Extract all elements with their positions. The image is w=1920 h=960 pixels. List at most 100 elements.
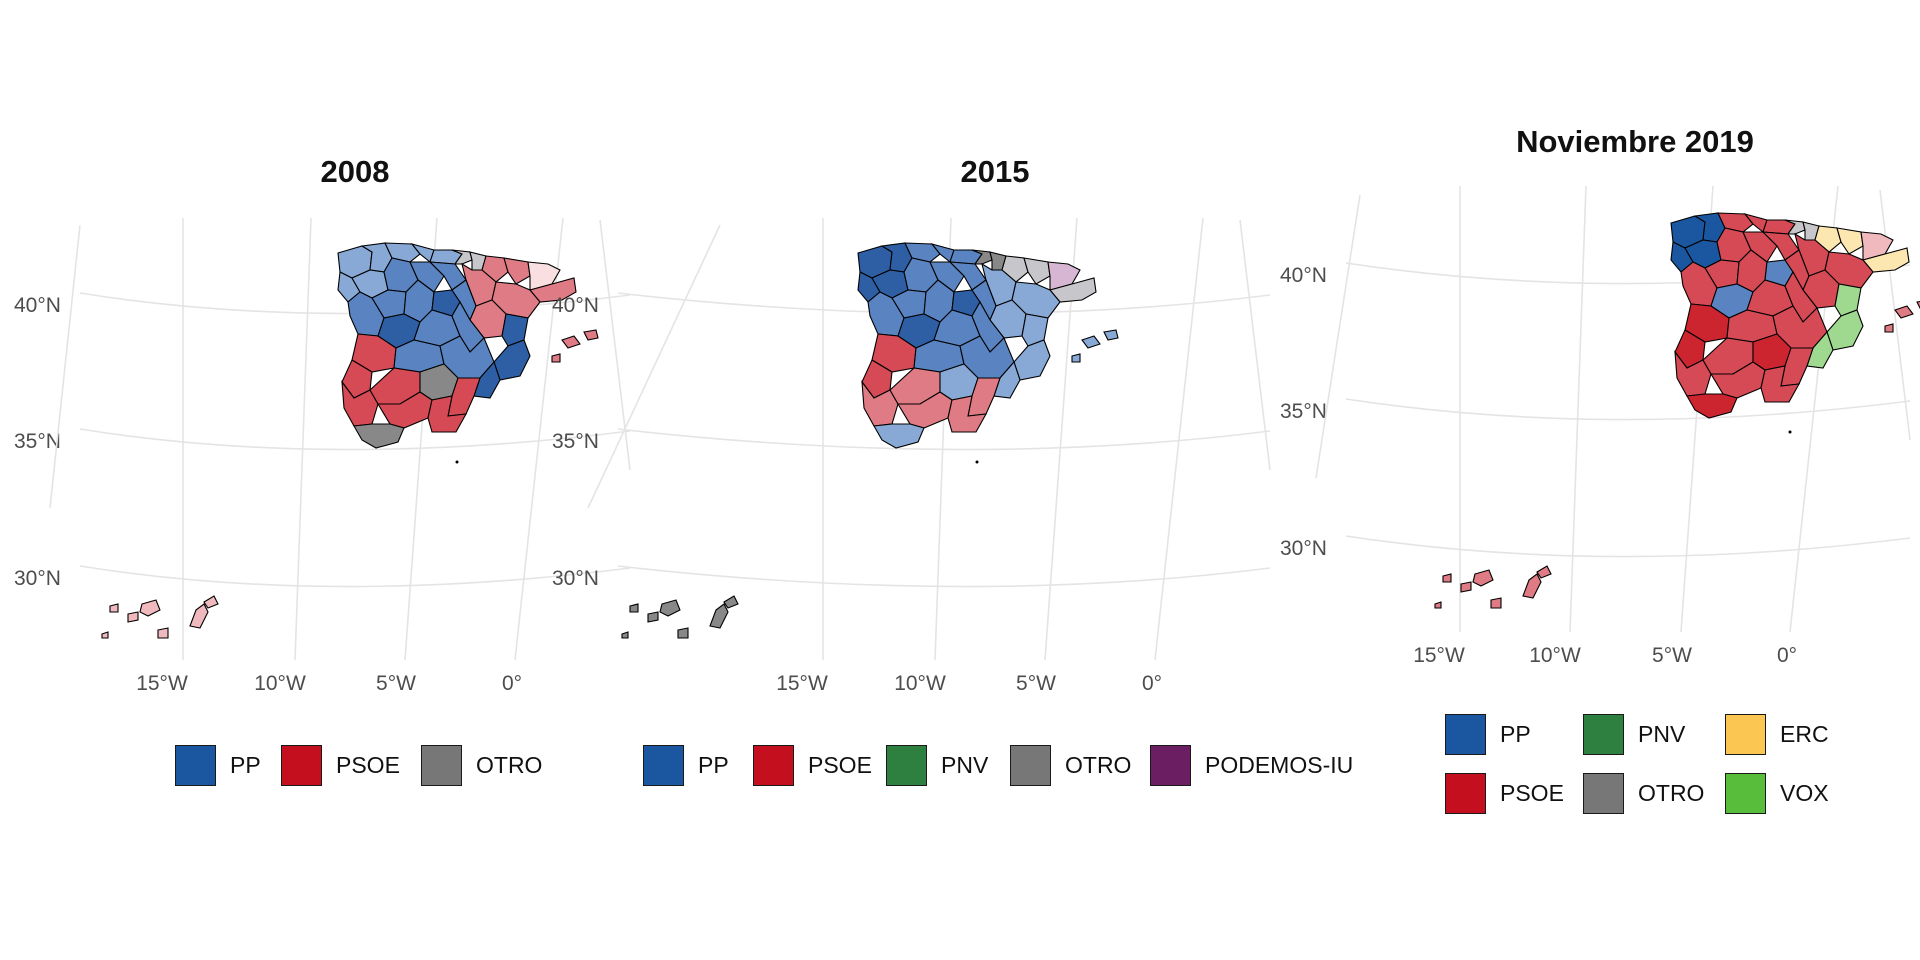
island-province bbox=[1472, 569, 1494, 587]
province-castile bbox=[929, 261, 965, 293]
province-andalucia bbox=[1674, 350, 1712, 397]
panel-title: 2008 bbox=[320, 154, 390, 189]
longitude-tick-label: 0° bbox=[502, 672, 522, 695]
map-panel-2015: 2015 40°N 35°N 30°N 15°W 10°W 5°W 0° PP PSOE P… bbox=[552, 0, 1353, 960]
longitude-tick-label: 5°W bbox=[1016, 672, 1056, 695]
island-province bbox=[723, 595, 739, 609]
latitude-line bbox=[79, 292, 631, 315]
legend-item-podemos-iu: PODEMOS-IU bbox=[1150, 745, 1353, 786]
latitude-line bbox=[1345, 398, 1911, 421]
island-province bbox=[189, 603, 209, 629]
legend-label: OTRO bbox=[476, 752, 543, 778]
legend-item-otro: OTRO bbox=[1583, 773, 1704, 814]
graticule: 40°N 35°N 30°N 15°W 10°W 5°W 0° bbox=[1280, 185, 1911, 667]
legend-item-otro: OTRO bbox=[1010, 745, 1131, 786]
province-catalonia bbox=[503, 257, 531, 285]
legend-swatch bbox=[1583, 773, 1624, 814]
island-province bbox=[101, 631, 109, 639]
legend-swatch bbox=[753, 745, 794, 786]
legend-swatch bbox=[421, 745, 462, 786]
graticule-edge bbox=[1315, 194, 1361, 479]
legend-swatch bbox=[1150, 745, 1191, 786]
spain-map bbox=[1434, 212, 1920, 609]
legend-swatch bbox=[1725, 714, 1766, 755]
province-castile bbox=[1742, 231, 1778, 263]
island-province bbox=[157, 627, 169, 639]
legend-swatch bbox=[281, 745, 322, 786]
province-north bbox=[1717, 212, 1754, 233]
latitude-tick-label: 35°N bbox=[1280, 400, 1327, 423]
legend-label: PNV bbox=[1638, 721, 1686, 747]
legend-item-pp: PP bbox=[1445, 714, 1531, 755]
province-valencia bbox=[1826, 309, 1864, 351]
legend-item-pp: PP bbox=[175, 745, 261, 786]
panel-title: Noviembre 2019 bbox=[1516, 124, 1754, 159]
latitude-tick-label: 35°N bbox=[552, 430, 599, 453]
longitude-tick-label: 10°W bbox=[1529, 644, 1581, 667]
legend-label: OTRO bbox=[1065, 752, 1132, 778]
legend-item-erc: ERC bbox=[1725, 714, 1829, 755]
island-province bbox=[1884, 323, 1894, 333]
island-province bbox=[621, 631, 629, 639]
longitude-tick-label: 10°W bbox=[894, 672, 946, 695]
graticule-edge bbox=[587, 224, 721, 509]
latitude-line bbox=[79, 565, 631, 588]
legend-label: PSOE bbox=[808, 752, 872, 778]
island-province bbox=[109, 603, 119, 613]
legend-label: PNV bbox=[941, 752, 989, 778]
legend-label: PP bbox=[698, 752, 729, 778]
legend-swatch bbox=[643, 745, 684, 786]
province-north bbox=[384, 242, 421, 263]
latitude-tick-label: 40°N bbox=[552, 294, 599, 317]
island-province bbox=[583, 329, 599, 341]
latitude-line bbox=[617, 428, 1271, 451]
legend-label: PP bbox=[230, 752, 261, 778]
spain-map bbox=[101, 242, 599, 639]
latitude-line bbox=[79, 428, 631, 451]
island-province bbox=[551, 353, 561, 363]
graticule: 40°N 35°N 30°N 15°W 10°W 5°W 0° bbox=[552, 217, 1271, 695]
island-province bbox=[629, 603, 639, 613]
province-andalucia bbox=[861, 380, 899, 427]
longitude-line bbox=[1569, 185, 1587, 633]
legend-swatch bbox=[1583, 714, 1624, 755]
longitude-tick-label: 15°W bbox=[136, 672, 188, 695]
graticule-edge bbox=[1239, 219, 1271, 471]
province-north bbox=[904, 242, 941, 263]
province-valencia bbox=[1021, 313, 1049, 347]
longitude-tick-label: 15°W bbox=[776, 672, 828, 695]
island-province bbox=[1081, 335, 1101, 349]
island-province bbox=[203, 595, 219, 609]
island-province bbox=[1490, 597, 1502, 609]
legend-item-pnv: PNV bbox=[1583, 714, 1685, 755]
longitude-line bbox=[294, 217, 312, 661]
province-catalonia bbox=[1836, 227, 1864, 255]
legend-swatch bbox=[1445, 714, 1486, 755]
melilla-marker bbox=[455, 460, 459, 464]
legend-swatch bbox=[886, 745, 927, 786]
island-province bbox=[677, 627, 689, 639]
map-noviembre-2019: 40°N 35°N 30°N 15°W 10°W 5°W 0° bbox=[1280, 185, 1920, 667]
legend-label: ERC bbox=[1780, 721, 1829, 747]
latitude-tick-label: 30°N bbox=[1280, 537, 1327, 560]
island-province bbox=[1103, 329, 1119, 341]
province-valencia bbox=[1834, 283, 1862, 317]
province-valencia bbox=[493, 339, 531, 381]
province-castile bbox=[409, 261, 445, 293]
island-province bbox=[561, 335, 581, 349]
legend-label: VOX bbox=[1780, 780, 1829, 806]
longitude-line bbox=[1154, 217, 1204, 661]
legend-item-vox: VOX bbox=[1725, 773, 1829, 814]
island-province bbox=[1434, 601, 1442, 609]
legend-label: PP bbox=[1500, 721, 1531, 747]
panel-title: 2015 bbox=[960, 154, 1030, 189]
legend-item-psoe: PSOE bbox=[1445, 773, 1564, 814]
island-province bbox=[1894, 305, 1914, 319]
longitude-tick-label: 5°W bbox=[1652, 644, 1692, 667]
legend-swatch bbox=[1010, 745, 1051, 786]
island-province bbox=[1460, 581, 1472, 593]
longitude-tick-label: 0° bbox=[1777, 644, 1797, 667]
province-valencia bbox=[501, 313, 529, 347]
latitude-tick-label: 30°N bbox=[552, 567, 599, 590]
island-province bbox=[139, 599, 161, 617]
